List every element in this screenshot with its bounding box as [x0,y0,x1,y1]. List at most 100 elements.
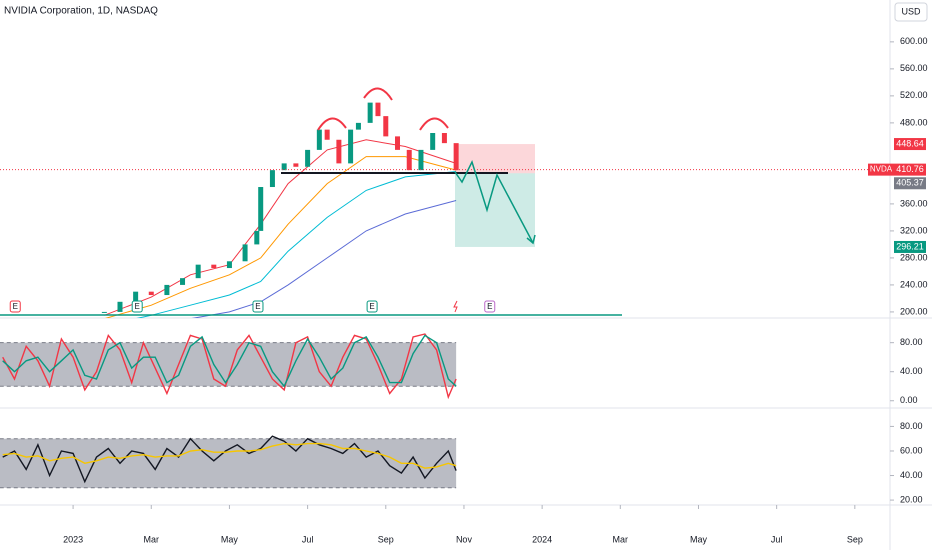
y-tick-label: 200.00 [900,306,928,316]
stop-zone [455,144,535,174]
event-label: E [487,302,492,311]
candle [406,149,412,171]
candle [336,139,342,164]
level-tag [894,138,926,151]
candle [355,122,361,130]
x-tick-label: Mar [144,534,160,544]
candle [211,264,217,269]
x-tick-label: Jul [302,534,314,544]
y-tick-label: 600.00 [900,36,928,46]
event-badge [252,300,264,313]
candle [101,311,107,313]
level-tag [894,240,926,253]
x-tick-label: Sep [378,534,394,544]
chart-title: NVIDIA Corporation, 1D, NASDAQ [4,6,158,17]
candle [242,244,248,262]
y-tick-label: 40.00 [900,470,923,480]
candle [316,129,322,150]
rsi-pane [0,435,457,489]
moving-average [191,200,457,318]
candle [117,301,123,312]
target-zone [455,173,535,247]
event-label: E [255,302,260,311]
pattern-drawings [0,87,622,316]
moving-average [136,171,457,318]
head-arc [363,87,393,101]
right-shoulder-arc [419,117,449,131]
candle [441,133,447,144]
event-label: E [135,302,140,311]
stochastic-pane [0,333,457,400]
x-tick-label: Mar [613,534,629,544]
event-badge [484,300,496,313]
level-label: 296.21 [896,241,924,251]
last-price-tag [894,163,926,176]
candle [348,129,354,164]
symbol-tag [868,163,894,176]
candle [305,149,311,167]
left-shoulder-arc [317,117,347,131]
level-label: 448.64 [896,138,924,148]
candle [453,143,459,171]
last-price-label: 410.76 [896,164,924,174]
x-tick-label: Nov [456,534,473,544]
candle [281,163,287,171]
moving-average [105,156,457,318]
axes: 2023 Mar May Jul Sep Nov 2024 Mar May Jul Sep 600.0… [63,36,927,544]
candle [258,187,264,231]
candle [375,102,381,117]
y-tick-label: 80.00 [900,421,923,431]
x-tick-label: May [690,534,708,544]
y-tick-label: 80.00 [900,337,923,347]
candle [418,149,424,171]
y-tick-label: 240.00 [900,279,928,289]
oscillator-line [2,333,457,400]
y-tick-label: 280.00 [900,252,928,262]
oscillator-line [2,435,457,484]
y-tick-label: 40.00 [900,366,923,376]
event-badge [131,300,143,313]
candle [395,136,401,150]
candle [430,133,436,150]
x-tick-label: May [221,534,239,544]
y-tick-label: 60.00 [900,445,923,455]
oscillator-line [2,442,457,469]
candle [148,291,154,296]
event-badge [366,300,378,313]
event-badge [9,300,21,313]
y-tick-label: 560.00 [900,63,928,73]
x-tick-label: 2023 [63,534,83,544]
candle [195,264,201,279]
candle [254,230,260,245]
event-label: E [369,302,374,311]
y-tick-label: 20.00 [900,494,923,504]
event-label: E [13,302,18,311]
x-tick-label: Sep [847,534,863,544]
candle [180,278,186,285]
dividend-icon [453,300,458,313]
candle [324,129,330,140]
level-tag [894,177,926,190]
x-tick-label: Jul [771,534,783,544]
y-tick-label: 520.00 [900,90,928,100]
y-tick-label: 480.00 [900,117,928,127]
y-tick-label: 360.00 [900,198,928,208]
candle [164,284,170,296]
candle [226,261,232,269]
candle [269,170,275,188]
x-tick-label: 2024 [532,534,552,544]
projection-arrowhead [526,234,536,245]
y-tick-label: 320.00 [900,225,928,235]
symbol-label: NVDA [870,165,893,174]
y-tick-label: 0.00 [900,395,918,405]
band-fill [0,438,457,488]
moving-average [104,139,457,316]
projection-path [454,160,534,244]
currency: USD [901,6,921,16]
oscillator-line [2,334,457,388]
level-label: 405.37 [896,178,924,188]
candle [367,102,373,123]
currency-button[interactable] [894,2,928,22]
candle [293,163,299,167]
